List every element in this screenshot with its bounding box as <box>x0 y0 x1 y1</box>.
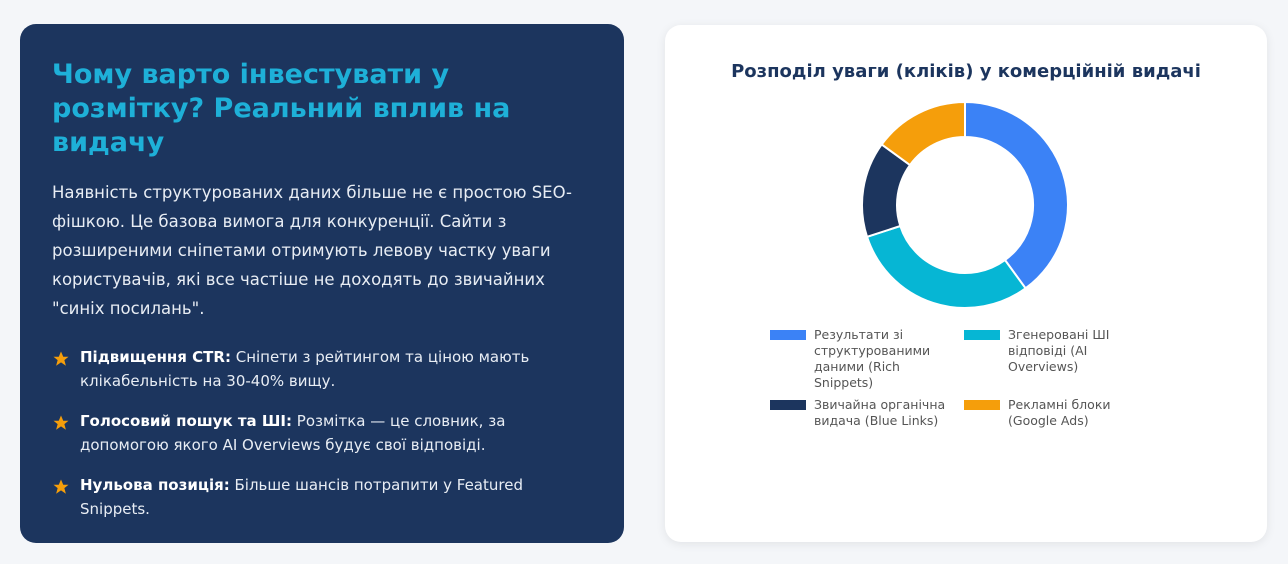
legend-label: Результати зі структурованими даними (Ri… <box>814 327 931 390</box>
benefit-text: Більше шансів потрапити у Featured Snipp… <box>80 476 523 518</box>
panel-text: Наявність структурованих даних більше не… <box>52 183 572 318</box>
benefit-text: Розмітка — це словник, за допомогою яког… <box>80 412 506 454</box>
benefit-title: Голосовий пошук та ШІ: <box>80 412 293 430</box>
star-icon <box>53 415 69 430</box>
doughnut-segment <box>865 224 1027 309</box>
legend-item[interactable]: Рекламні блоки (Google Ads) <box>964 397 1144 429</box>
info-panel: Чому варто інвестувати у розмітку? Реаль… <box>20 24 624 543</box>
star-icon <box>53 351 69 366</box>
doughnut-segment <box>880 100 966 167</box>
benefit-title: Нульова позиція: <box>80 476 230 494</box>
benefit: Нульова позиція: Більше шансів потрапити… <box>52 473 592 521</box>
legend-label: Звичайна органічна видача (Blue Links) <box>814 397 946 428</box>
chart-card: Розподіл уваги (кліків) у комерційній ви… <box>665 25 1267 542</box>
legend-label: Згенеровані ШІ відповіді (AI Overviews) <box>1008 327 1110 374</box>
legend-swatch <box>964 400 1000 410</box>
legend-swatch <box>964 330 1000 340</box>
legend-swatch <box>770 400 806 410</box>
star-icon <box>53 479 69 494</box>
benefit-list: Підвищення CTR: Сніпети з рейтингом та ц… <box>52 345 592 521</box>
legend-item[interactable]: Згенеровані ШІ відповіді (AI Overviews) <box>964 327 1144 391</box>
legend-swatch <box>770 330 806 340</box>
legend-label: Рекламні блоки (Google Ads) <box>1008 397 1111 428</box>
panel-title: Чому варто інвестувати у розмітку? Реаль… <box>52 59 511 158</box>
chart-title: Розподіл уваги (кліків) у комерційній ви… <box>731 61 1201 82</box>
doughnut-segment <box>964 100 1069 290</box>
legend: Результати зі структурованими даними (Ri… <box>770 327 1150 429</box>
benefit-text: Сніпети з рейтингом та ціною мають кліка… <box>80 348 530 390</box>
benefit: Підвищення CTR: Сніпети з рейтингом та ц… <box>52 345 592 393</box>
legend-item[interactable]: Результати зі структурованими даними (Ri… <box>770 327 950 391</box>
benefit: Голосовий пошук та ШІ: Розмітка — це сло… <box>52 409 592 457</box>
benefit-title: Підвищення CTR: <box>80 348 231 366</box>
legend-item[interactable]: Звичайна органічна видача (Blue Links) <box>770 397 950 429</box>
chart <box>861 100 1069 309</box>
